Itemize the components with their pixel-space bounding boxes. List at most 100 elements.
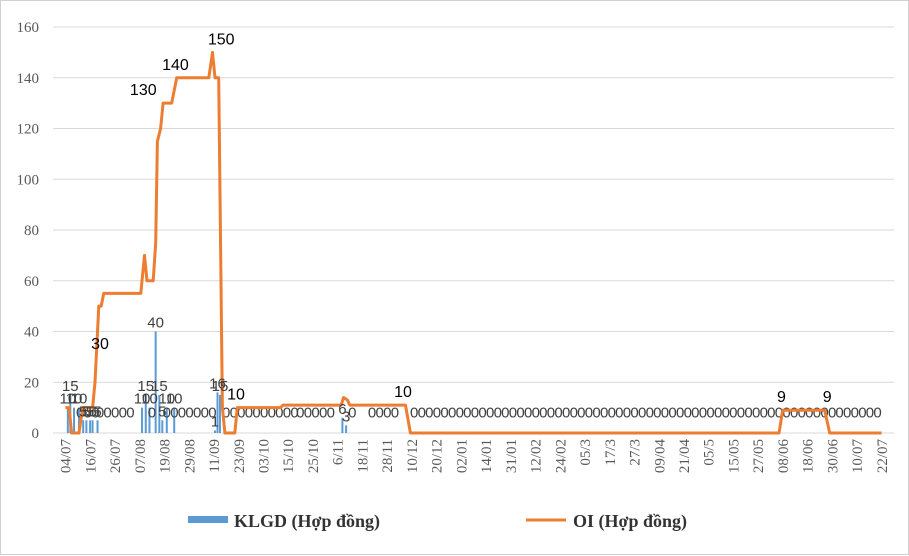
x-tick-label: 23/09	[232, 439, 248, 473]
zero-label: 0	[448, 405, 456, 422]
klgd-bar	[77, 407, 80, 433]
zero-label: 0	[775, 405, 783, 422]
klgd-data-label: 10	[59, 391, 76, 408]
zero-label: 0	[539, 405, 547, 422]
zero-label: 0	[501, 405, 509, 422]
zero-label: 0	[835, 405, 843, 422]
zero-label: 0	[208, 405, 216, 422]
klgd-bar	[85, 420, 88, 433]
oi-data-label: 140	[162, 57, 189, 74]
zero-label: 0	[383, 405, 391, 422]
klgd-data-label: 10	[66, 391, 83, 408]
zero-label: 0	[577, 405, 585, 422]
y-tick-80: 80	[24, 223, 39, 239]
zero-label: 0	[873, 405, 881, 422]
x-tick-label: 05/5	[702, 439, 718, 466]
oi-data-label: 130	[130, 82, 157, 99]
zero-label: 0	[433, 405, 441, 422]
zero-label: 0	[828, 405, 836, 422]
zero-label: 0	[562, 405, 570, 422]
zero-label: 0	[623, 405, 631, 422]
zero-label: 0	[638, 405, 646, 422]
klgd-data-label: 15	[62, 378, 79, 395]
zero-label: 0	[532, 405, 540, 422]
klgd-data-label: 5	[82, 403, 90, 420]
klgd-data-label: 10	[158, 391, 175, 408]
zero-label: 0	[547, 405, 555, 422]
klgd-data-label: 6	[338, 401, 346, 418]
zero-label: 0	[84, 405, 92, 422]
klgd-bar	[96, 420, 99, 433]
zero-label: 0	[230, 405, 238, 422]
klgd-bar	[73, 407, 76, 433]
zero-label: 0	[456, 405, 464, 422]
data-labels: 1015101055555101510401551010116156310301…	[59, 31, 831, 430]
zero-label: 0	[866, 405, 874, 422]
zero-label: 0	[185, 405, 193, 422]
zero-label: 0	[608, 405, 616, 422]
oi-data-label: 10	[227, 387, 245, 404]
klgd-data-label: 15	[212, 378, 229, 395]
x-tick-label: 24/02	[553, 439, 569, 473]
x-tick-label: 05/3	[578, 439, 594, 466]
klgd-bar	[158, 394, 161, 433]
klgd-data-label: 5	[86, 403, 94, 420]
oi-line-layer	[65, 50, 882, 435]
klgd-data-label: 40	[147, 315, 164, 332]
zero-label: 0	[91, 405, 99, 422]
zero-label: 0	[760, 405, 768, 422]
zero-label: 0	[494, 405, 502, 422]
klgd-bar	[82, 420, 85, 433]
zero-label: 0	[486, 405, 494, 422]
zero-label: 0	[193, 405, 201, 422]
zero-label: 0	[440, 405, 448, 422]
zero-label: 0	[691, 405, 699, 422]
zero-label: 0	[524, 405, 532, 422]
zero-label: 0	[851, 405, 859, 422]
zero-label: 0	[178, 405, 186, 422]
zero-label: 0	[290, 405, 298, 422]
zero-label: 0	[843, 405, 851, 422]
klgd-bar	[154, 331, 157, 433]
x-tick-label: 02/01	[454, 439, 470, 473]
oi-data-label: 9	[777, 389, 786, 406]
x-tick-label: 30/06	[825, 439, 841, 474]
oi-data-label: 30	[91, 336, 109, 353]
zero-label: 0	[630, 405, 638, 422]
klgd-bar	[345, 425, 348, 433]
klgd-bar	[66, 407, 69, 433]
x-tick-label: 15/10	[281, 439, 297, 473]
klgd-data-label: 3	[342, 408, 350, 425]
zero-label: 0	[858, 405, 866, 422]
legend-label-oi: OI (Hợp đồng)	[573, 511, 687, 532]
zero-label: 0	[252, 405, 260, 422]
x-tick-label: 29/08	[182, 439, 198, 473]
zero-label: 0	[119, 405, 127, 422]
zero-label: 0	[714, 405, 722, 422]
oi-line	[65, 50, 882, 435]
zero-label: 0	[752, 405, 760, 422]
klgd-data-label: 16	[209, 375, 226, 392]
zero-label: 0	[111, 405, 119, 422]
klgd-data-label: 5	[79, 403, 87, 420]
x-tick-label: 25/10	[306, 439, 322, 473]
x-tick-label: 31/01	[504, 439, 520, 473]
zero-label: 0	[425, 405, 433, 422]
x-tick-label: 17/3	[603, 439, 619, 466]
zero-label: 0	[509, 405, 517, 422]
zero-label: 0	[275, 405, 283, 422]
klgd-data-label: 5	[93, 403, 101, 420]
klgd-bar	[165, 407, 168, 433]
x-tick-label: 18/06	[801, 439, 817, 474]
klgd-bar	[218, 394, 221, 433]
legend-swatch-klgd	[188, 516, 228, 523]
zero-value-labels: 0 0 00 0 0 0 0 0 0 0 0 0 0 0 0 0 0 0 0 0 0 0 0 0 00 0 0 0 0 0 0 0 0 0 0 0 0 0…	[76, 405, 882, 422]
zero-label: 0	[163, 405, 171, 422]
x-tick-label: 15/05	[726, 439, 742, 473]
zero-label: 0	[737, 405, 745, 422]
x-tick-label: 6/11	[331, 439, 347, 465]
klgd-data-label: 10	[134, 391, 151, 408]
oi-data-label: 9	[823, 389, 832, 406]
klgd-bar	[173, 407, 176, 433]
x-tick-label: 19/08	[158, 439, 174, 473]
